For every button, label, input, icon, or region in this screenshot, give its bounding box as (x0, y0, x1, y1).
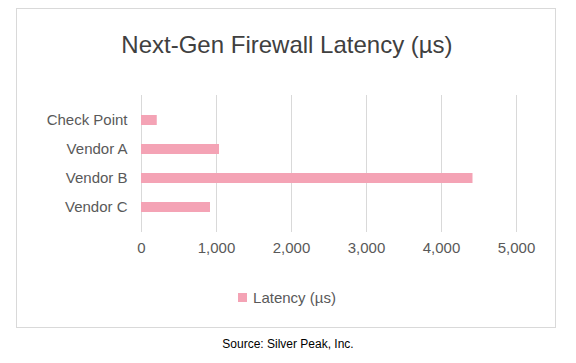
svg-text:Vendor C: Vendor C (65, 198, 128, 215)
html-text:Source: Silver Peak, Inc.: Source: Silver Peak, Inc. (222, 337, 354, 351)
svg-text:1,000: 1,000 (198, 239, 236, 256)
svg-text:4,000: 4,000 (423, 239, 461, 256)
svg-text:2,000: 2,000 (273, 239, 311, 256)
svg-text:Check Point: Check Point (47, 111, 129, 128)
svg-text:0: 0 (137, 239, 145, 256)
svg-text:5,000: 5,000 (498, 239, 536, 256)
html-text:Next-Gen Firewall Latency (µs): Next-Gen Firewall Latency (µs) (121, 31, 453, 58)
svg-text:Vendor A: Vendor A (67, 140, 128, 157)
html-text:Latency (µs): Latency (µs) (253, 289, 336, 306)
svg-text:Vendor B: Vendor B (66, 169, 128, 186)
svg-text:3,000: 3,000 (348, 239, 386, 256)
